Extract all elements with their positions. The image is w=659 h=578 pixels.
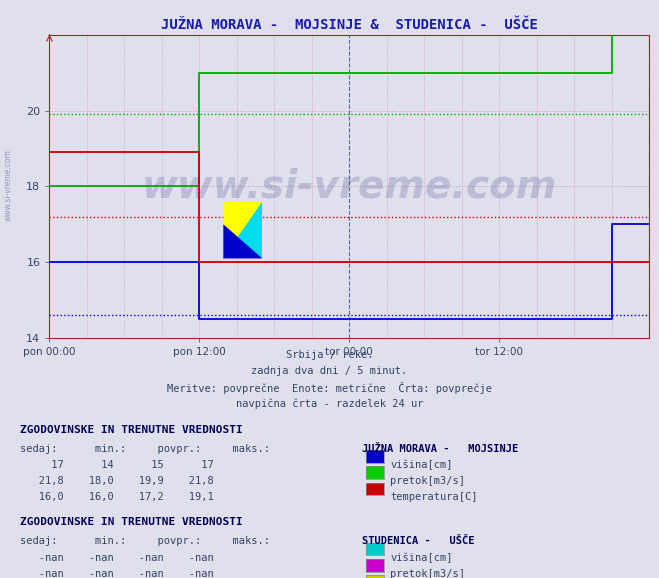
Polygon shape [223,224,262,258]
Text: Meritve: povprečne  Enote: metrične  Črta: povprečje: Meritve: povprečne Enote: metrične Črta:… [167,382,492,394]
Text: sedaj:      min.:     povpr.:     maks.:: sedaj: min.: povpr.: maks.: [20,444,270,454]
Title: JUŽNA MORAVA -  MOJSINJE &  STUDENICA -  UŠČE: JUŽNA MORAVA - MOJSINJE & STUDENICA - UŠ… [161,18,538,32]
Text: navpična črta - razdelek 24 ur: navpična črta - razdelek 24 ur [236,398,423,409]
Text: temperatura[C]: temperatura[C] [390,492,478,502]
Text: ZGODOVINSKE IN TRENUTNE VREDNOSTI: ZGODOVINSKE IN TRENUTNE VREDNOSTI [20,425,243,435]
Polygon shape [223,202,262,258]
Text: STUDENICA -   UŠČE: STUDENICA - UŠČE [362,536,475,546]
Text: pretok[m3/s]: pretok[m3/s] [390,569,465,578]
Text: -nan    -nan    -nan    -nan: -nan -nan -nan -nan [20,553,214,562]
Text: zadnja dva dni / 5 minut.: zadnja dva dni / 5 minut. [251,366,408,376]
Text: -nan    -nan    -nan    -nan: -nan -nan -nan -nan [20,569,214,578]
Text: 21,8    18,0    19,9    21,8: 21,8 18,0 19,9 21,8 [20,476,214,486]
Text: višina[cm]: višina[cm] [390,553,453,563]
Text: pretok[m3/s]: pretok[m3/s] [390,476,465,486]
Text: 16,0    16,0    17,2    19,1: 16,0 16,0 17,2 19,1 [20,492,214,502]
Text: 17      14      15      17: 17 14 15 17 [20,460,214,470]
Text: Srbija / reke.: Srbija / reke. [286,350,373,360]
Text: sedaj:      min.:     povpr.:     maks.:: sedaj: min.: povpr.: maks.: [20,536,270,546]
Text: www.si-vreme.com: www.si-vreme.com [142,168,557,205]
Text: JUŽNA MORAVA -   MOJSINJE: JUŽNA MORAVA - MOJSINJE [362,444,519,454]
Text: višina[cm]: višina[cm] [390,460,453,470]
Polygon shape [223,202,262,258]
Text: www.si-vreme.com: www.si-vreme.com [3,149,13,221]
Text: ZGODOVINSKE IN TRENUTNE VREDNOSTI: ZGODOVINSKE IN TRENUTNE VREDNOSTI [20,517,243,527]
